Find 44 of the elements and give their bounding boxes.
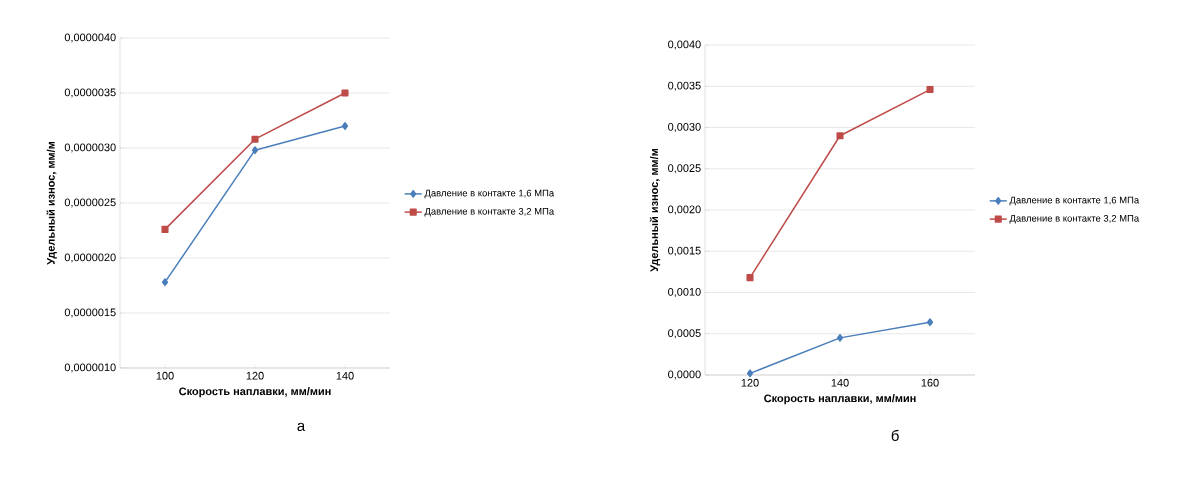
y-tick-label: 0,0000025	[64, 198, 116, 208]
y-axis-title: Удельный износ, мм/м	[649, 148, 661, 272]
legend-label: Давление в контакте 3,2 МПа	[424, 207, 555, 217]
x-tick-label: 140	[336, 371, 354, 380]
y-tick-label: 0,0000	[668, 370, 701, 380]
point	[161, 225, 169, 233]
x-axis-title: Скорость наплавки, мм/мин	[764, 394, 916, 405]
x-tick-label: 120	[741, 378, 759, 387]
point	[836, 333, 844, 342]
x-tick-label: 100	[156, 371, 174, 380]
point	[926, 318, 934, 327]
y-tick-label: 0,0005	[668, 329, 701, 339]
x-tick-label: 160	[921, 378, 939, 387]
text: б	[891, 429, 899, 441]
y-tick-label: 0,0035	[668, 81, 701, 91]
y-tick-label: 0,0040	[668, 40, 701, 50]
y-tick-label: 0,0000020	[64, 253, 116, 263]
point	[836, 132, 844, 140]
x-tick-label: 140	[831, 378, 849, 387]
point	[341, 122, 349, 130]
point	[161, 278, 169, 287]
text: а	[297, 422, 306, 432]
point	[251, 135, 259, 143]
y-tick-label: 0,0000015	[64, 308, 116, 318]
y-tick-label: 0,0000010	[64, 363, 116, 373]
legend-label: Давление в контакте 1,6 МПа	[424, 189, 555, 199]
y-tick-label: 0,0010	[668, 287, 701, 298]
y-tick-label: 0,0000030	[64, 143, 116, 153]
y-tick-label: 0,0000035	[64, 88, 116, 98]
x-axis-title: Скорость наплавки, мм/мин	[179, 387, 331, 398]
legend-label: Давление в контакте 1,6 МПа	[1009, 196, 1140, 206]
y-axis-title: Удельный износ, мм/м	[46, 141, 57, 265]
point	[746, 274, 754, 282]
y-tick-label: 0,0020	[668, 205, 701, 215]
legend-label: Давление в контакте 3,2 МПа	[1009, 214, 1140, 224]
point	[746, 369, 754, 378]
y-tick-label: 0,0030	[668, 122, 701, 133]
point	[926, 86, 934, 94]
y-tick-label: 0,0000040	[64, 33, 116, 43]
y-tick-label: 0,0025	[668, 164, 701, 174]
x-tick-label: 120	[246, 371, 264, 380]
point	[341, 89, 349, 97]
y-tick-label: 0,0015	[668, 246, 701, 256]
point	[251, 146, 259, 155]
